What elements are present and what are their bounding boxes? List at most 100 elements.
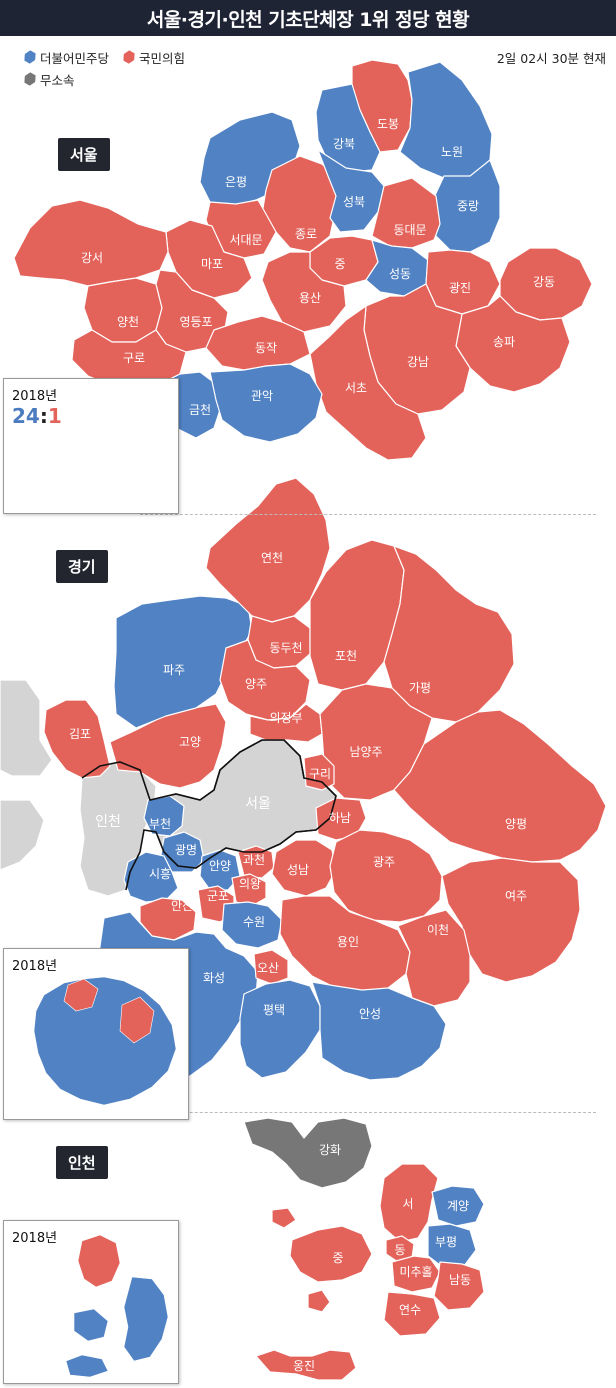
city-gwangju[interactable]: [329, 829, 443, 923]
inset-gyeonggi-2018: 2018년: [3, 948, 189, 1120]
gyeonggi-labels: 연천 포천 동두천 가평 파주 양주 의정부 김포 고양 남양주 구리 하남 양…: [69, 550, 527, 1021]
label-guri: 구리: [309, 767, 331, 781]
label-seongdong: 성동: [389, 267, 411, 281]
district-gangdong[interactable]: [499, 247, 593, 321]
city-yangju[interactable]: [219, 639, 311, 721]
city-uiwang[interactable]: [231, 873, 267, 907]
city-gimpo[interactable]: [43, 699, 111, 779]
incheon-labels: 강화 서 계양 동 부평 미추홀 남동 중 연수 옹진: [293, 1143, 471, 1373]
district-gangbuk[interactable]: [315, 83, 381, 173]
inset-incheon-map: [65, 1234, 169, 1378]
city-anseong[interactable]: [311, 981, 447, 1081]
inset-incheon-blue-islands-2: [65, 1354, 109, 1378]
label-neighbor-seoul: 서울: [245, 796, 271, 812]
inset-incheon-year: 2018년: [12, 1231, 58, 1246]
label-yeonsu: 연수: [399, 1303, 421, 1317]
district-nowon[interactable]: [399, 61, 493, 179]
label-dongjak: 동작: [255, 341, 277, 355]
legend-label-ppp: 국민의힘: [139, 50, 186, 66]
city-icheon[interactable]: [397, 909, 471, 1007]
district-ongjin[interactable]: [255, 1349, 357, 1381]
label-gwangjin: 광진: [449, 281, 471, 295]
label-seongbuk: 성북: [343, 195, 365, 209]
label-yangpyeong: 양평: [505, 817, 527, 831]
section-divider-2: [140, 1112, 596, 1113]
district-guro[interactable]: [71, 329, 187, 385]
inset-gyeonggi-red-area-2: [119, 996, 155, 1044]
city-osan[interactable]: [253, 949, 289, 985]
district-yongsan[interactable]: [261, 251, 347, 333]
region-tag-seoul: 서울: [58, 138, 110, 171]
district-yeonsu[interactable]: [383, 1291, 441, 1337]
label-gapyeong: 가평: [409, 681, 431, 695]
district-songpa[interactable]: [455, 295, 571, 393]
label-uiwang: 의왕: [239, 877, 261, 891]
label-gimpo: 김포: [69, 727, 91, 741]
label-jungnang: 중랑: [457, 199, 479, 213]
label-icheon: 이천: [427, 922, 449, 937]
label-seocho: 서초: [345, 381, 367, 395]
inset-incheon-2018: 2018년: [3, 1220, 179, 1384]
district-mapo[interactable]: [165, 219, 253, 299]
seoul-labels: 도봉 강북 노원 은평 성북 중랑 종로 서대문 동대문 마포 중 성동 광진 …: [81, 117, 555, 417]
district-seocho[interactable]: [309, 305, 427, 461]
label-yangcheon: 양천: [117, 314, 139, 329]
page-title: 서울·경기·인천 기초단체장 1위 정당 현황: [0, 0, 616, 36]
city-bucheon[interactable]: [143, 795, 185, 837]
label-anseong: 안성: [359, 1007, 381, 1021]
label-yongsan: 용산: [299, 291, 321, 305]
district-dongjak[interactable]: [205, 315, 311, 371]
label-yeoju: 여주: [505, 889, 527, 903]
city-suwon[interactable]: [221, 901, 283, 949]
inset-seoul-2018: 2018년 24:1: [3, 378, 179, 514]
district-gwanak[interactable]: [209, 363, 323, 443]
seoul-map: [13, 59, 593, 461]
label-dongdaemun: 동대문: [393, 223, 426, 237]
city-hanam[interactable]: [315, 797, 367, 841]
inset-seoul-year: 2018년: [12, 389, 58, 404]
city-pyeongtaek[interactable]: [239, 979, 321, 1079]
district-dongdaemun[interactable]: [371, 177, 441, 249]
district-namdong[interactable]: [433, 1261, 485, 1311]
label-eunpyeong: 은평: [225, 175, 247, 189]
city-guri[interactable]: [303, 753, 335, 791]
label-seo: 서: [402, 1197, 413, 1211]
label-gangbuk: 강북: [333, 137, 355, 151]
inset-incheon-blue-area: [123, 1276, 169, 1362]
district-michuhol[interactable]: [391, 1255, 441, 1293]
city-seongnam[interactable]: [271, 839, 337, 897]
region-tag-gyeonggi: 경기: [56, 550, 108, 583]
seoul-boundary-outline: [81, 739, 337, 891]
legend-label-democratic: 더불어민주당: [40, 50, 110, 66]
inset-gyeonggi-red-area-1: [63, 978, 99, 1012]
label-yongin: 용인: [337, 935, 359, 949]
timestamp: 2일 02시 30분 현재: [496, 51, 606, 66]
label-nowon: 노원: [441, 145, 463, 159]
district-gangseo[interactable]: [13, 199, 169, 287]
district-ganghwa[interactable]: [243, 1117, 373, 1189]
label-dong: 동: [394, 1243, 405, 1257]
label-hwaseong: 화성: [203, 971, 225, 985]
neighbor-incheon-islands: [0, 679, 53, 777]
label-suwon: 수원: [243, 915, 265, 929]
label-neighbor-incheon: 인천: [95, 814, 121, 830]
label-seodaemun: 서대문: [229, 233, 262, 247]
district-jung-island[interactable]: [271, 1207, 297, 1229]
city-gapyeong[interactable]: [383, 545, 515, 723]
district-seongbuk[interactable]: [317, 149, 385, 233]
label-hanam: 하남: [329, 811, 351, 825]
inset-gyeonggi-year: 2018년: [12, 959, 58, 974]
district-seo[interactable]: [379, 1163, 439, 1243]
section-divider-1: [140, 514, 596, 515]
label-gwanak: 관악: [251, 389, 273, 403]
city-yangpyeong[interactable]: [393, 709, 607, 863]
district-jung-island-2[interactable]: [307, 1289, 331, 1313]
label-yangju: 양주: [245, 677, 267, 691]
label-pocheon: 포천: [335, 648, 357, 663]
label-dobong: 도봉: [377, 117, 399, 131]
inset-seoul-score: 24:1: [12, 404, 62, 428]
label-gangnam: 강남: [407, 355, 429, 369]
district-gyeyang[interactable]: [431, 1185, 485, 1227]
district-jung-incheon[interactable]: [289, 1225, 373, 1283]
